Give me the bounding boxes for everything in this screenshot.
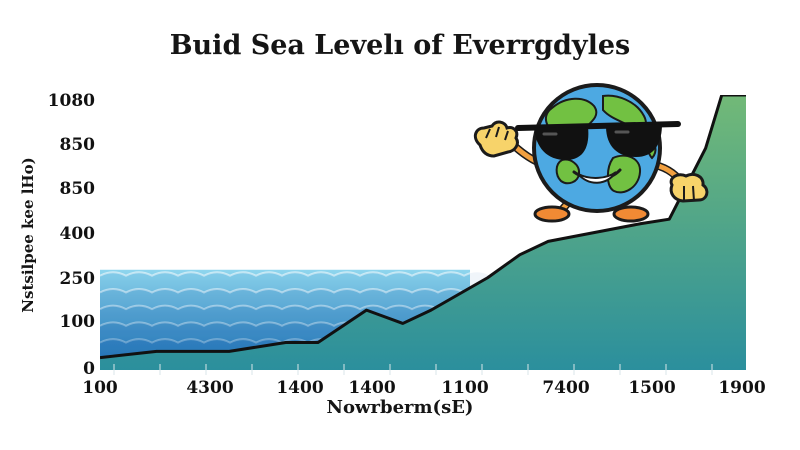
y-tick-label: 1080 — [48, 91, 95, 111]
x-tick-label: 1500 — [628, 378, 675, 398]
wave-line — [100, 271, 491, 277]
y-tick-label: 0 — [83, 359, 95, 379]
y-tick-label: 400 — [60, 224, 96, 244]
area-fill — [100, 95, 746, 370]
x-axis-ticks — [113, 364, 713, 375]
y-tick-label: 850 — [60, 135, 96, 155]
y-axis-ticks: 0 100 250 400 850 850 1080 — [48, 91, 95, 379]
x-tick-label: 100 — [82, 378, 118, 398]
y-tick-label: 100 — [60, 312, 96, 332]
earth-mascot-illustration — [473, 83, 709, 223]
chart-title: Buid Sea Levelı of Everrgdyles — [169, 30, 631, 61]
wave-line — [100, 287, 491, 294]
x-tick-label: 1900 — [718, 378, 765, 398]
wave-line — [100, 304, 491, 311]
x-tick-label: 1100 — [441, 378, 488, 398]
x-tick-label: 1400 — [276, 378, 323, 398]
x-axis-label: Nowrberm(sE) — [326, 397, 474, 418]
y-tick-label: 250 — [60, 269, 96, 289]
x-tick-label: 7400 — [542, 378, 589, 398]
x-axis-tick-labels: 100 4300 1400 1400 1100 7400 1500 1900 — [82, 378, 766, 398]
x-tick-label: 4300 — [186, 378, 233, 398]
y-tick-label: 850 — [60, 179, 96, 199]
x-tick-label: 1400 — [348, 378, 395, 398]
